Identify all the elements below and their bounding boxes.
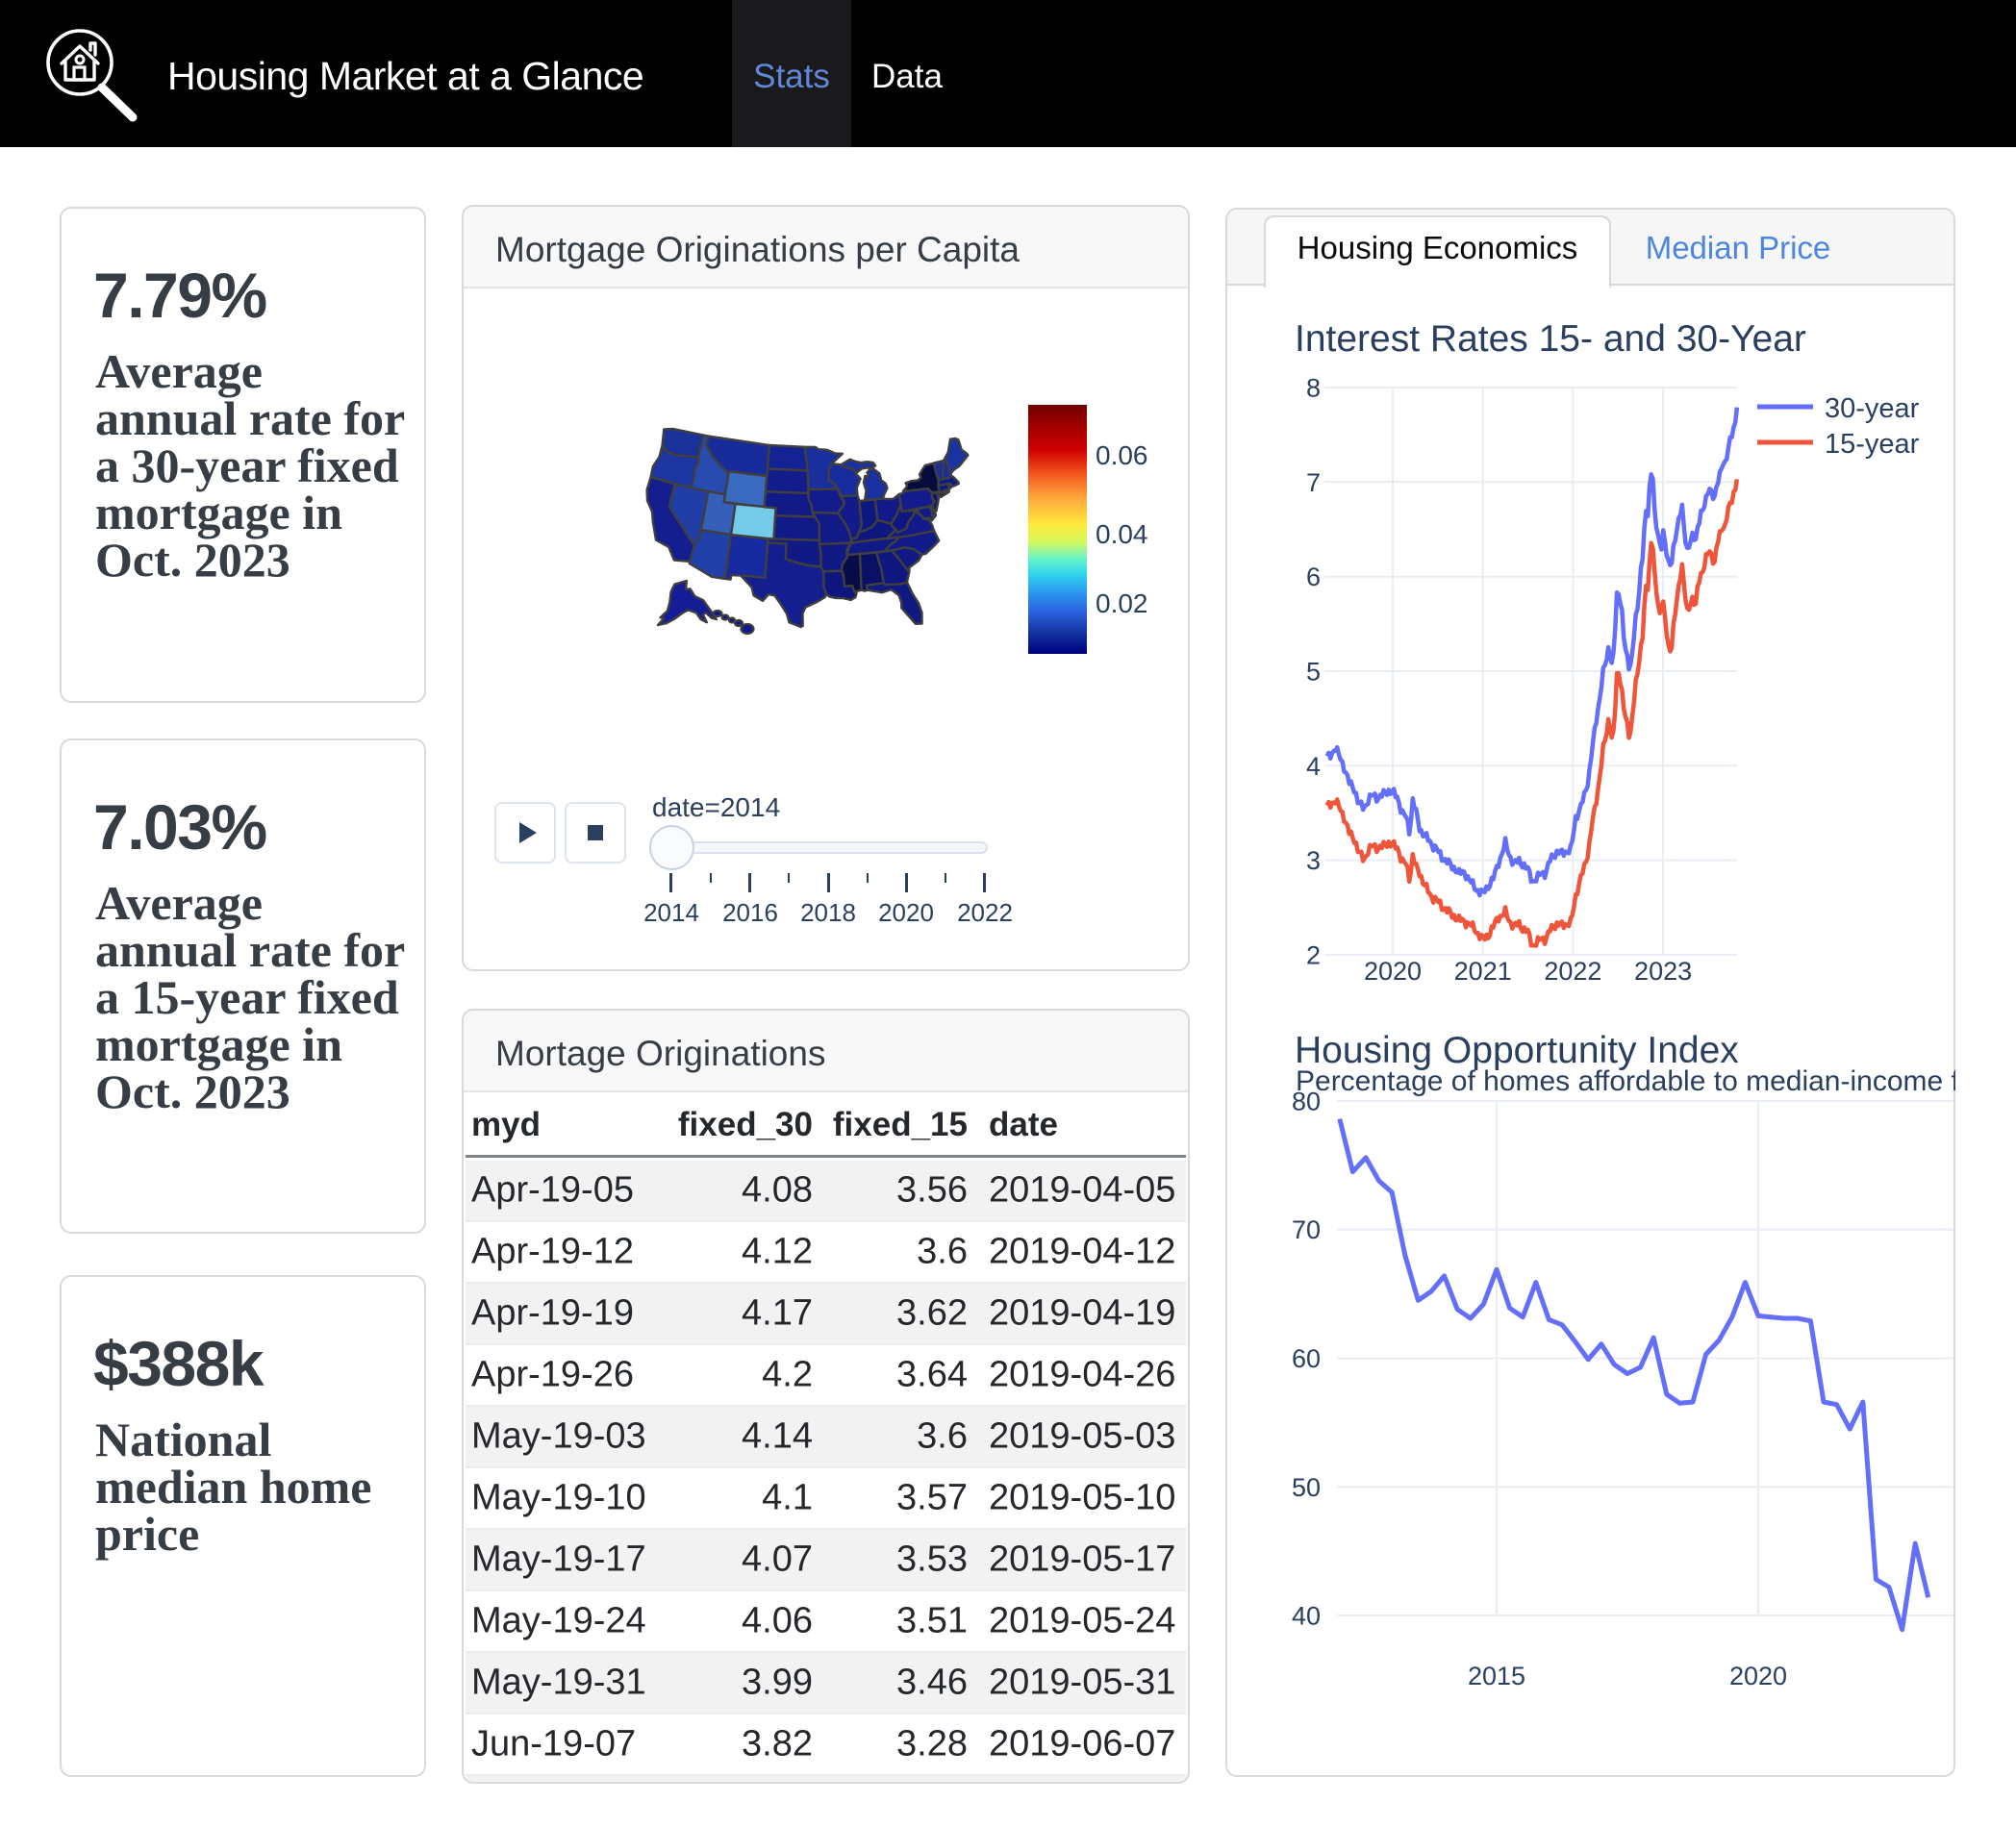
svg-text:2015: 2015	[1468, 1662, 1525, 1690]
svg-text:15-year: 15-year	[1825, 429, 1920, 460]
svg-text:5: 5	[1306, 658, 1321, 687]
svg-text:40: 40	[1292, 1602, 1321, 1631]
svg-text:30-year: 30-year	[1825, 393, 1920, 424]
svg-text:2020: 2020	[1729, 1662, 1787, 1690]
svg-text:2023: 2023	[1634, 957, 1692, 986]
svg-text:60: 60	[1292, 1344, 1321, 1373]
svg-text:4: 4	[1306, 752, 1321, 781]
svg-text:2: 2	[1306, 941, 1321, 970]
svg-text:2020: 2020	[1364, 957, 1422, 986]
svg-text:8: 8	[1306, 374, 1321, 403]
svg-text:7: 7	[1306, 468, 1321, 497]
svg-text:3: 3	[1306, 846, 1321, 875]
svg-text:50: 50	[1292, 1473, 1321, 1502]
svg-text:6: 6	[1306, 563, 1321, 591]
svg-text:2022: 2022	[1544, 957, 1601, 986]
svg-text:80: 80	[1292, 1088, 1321, 1116]
svg-text:2021: 2021	[1454, 957, 1512, 986]
svg-text:70: 70	[1292, 1215, 1321, 1244]
